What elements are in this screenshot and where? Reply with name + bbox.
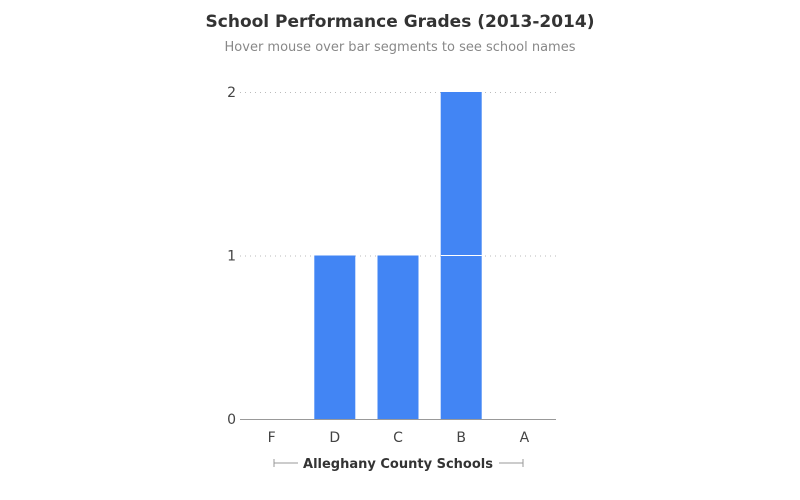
- x-tick-label: D: [329, 430, 340, 446]
- y-tick-label: 1: [227, 249, 236, 265]
- x-tick-label: C: [393, 430, 403, 446]
- y-tick-label: 2: [227, 85, 236, 101]
- bar-segment-C[interactable]: [377, 255, 419, 420]
- y-tick-label: 0: [227, 412, 236, 428]
- bar-segment-B[interactable]: [440, 92, 482, 256]
- x-tick-label: F: [268, 430, 276, 446]
- x-tick-label: B: [456, 430, 466, 446]
- bar-segment-D[interactable]: [314, 255, 356, 420]
- bar-segment-B[interactable]: [440, 256, 482, 419]
- chart-title: School Performance Grades (2013-2014): [206, 12, 595, 32]
- x-axis-label-group: Alleghany County Schools: [273, 457, 524, 472]
- chart-subtitle: Hover mouse over bar segments to see sch…: [225, 40, 576, 55]
- x-tick-label: A: [520, 430, 530, 446]
- x-axis-label: Alleghany County Schools: [303, 457, 493, 472]
